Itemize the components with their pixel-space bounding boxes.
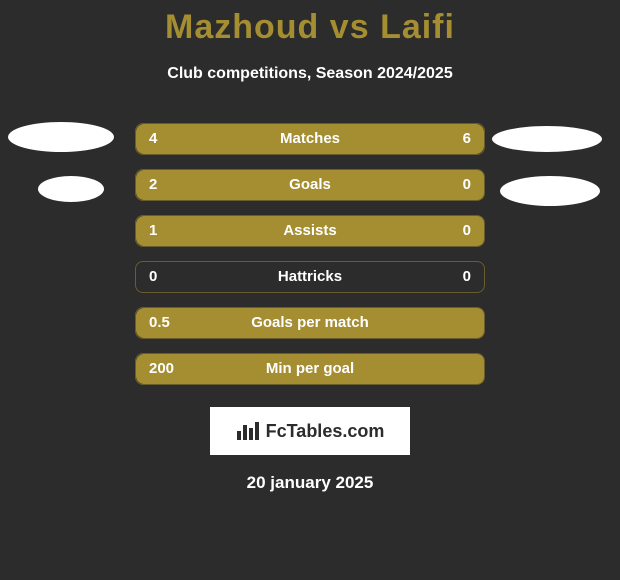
stat-row: 20Goals — [135, 169, 485, 201]
stat-row: 00Hattricks — [135, 261, 485, 293]
stat-row: 46Matches — [135, 123, 485, 155]
stat-label: Assists — [135, 215, 485, 247]
subtitle: Club competitions, Season 2024/2025 — [0, 65, 620, 83]
player1-name: Mazhoud — [165, 8, 319, 46]
stat-label: Goals — [135, 169, 485, 201]
player2-name: Laifi — [380, 8, 455, 46]
stat-label: Hattricks — [135, 261, 485, 293]
stat-label: Min per goal — [135, 353, 485, 385]
stats-container: 46Matches 20Goals 10Assists 00Hattricks 0.5G… — [0, 123, 620, 385]
decorative-ellipse — [8, 122, 114, 152]
decorative-ellipse — [38, 176, 104, 202]
stat-label: Matches — [135, 123, 485, 155]
stat-row: 0.5Goals per match — [135, 307, 485, 339]
stat-label: Goals per match — [135, 307, 485, 339]
page-title: Mazhoud vs Laifi — [0, 0, 620, 47]
logo-box: FcTables.com — [210, 407, 410, 455]
vs-text: vs — [330, 8, 370, 46]
logo-text: FcTables.com — [266, 421, 385, 442]
decorative-ellipse — [492, 126, 602, 152]
decorative-ellipse — [500, 176, 600, 206]
stat-row: 10Assists — [135, 215, 485, 247]
stat-row: 200Min per goal — [135, 353, 485, 385]
date-text: 20 january 2025 — [0, 473, 620, 493]
barchart-icon — [236, 421, 260, 441]
